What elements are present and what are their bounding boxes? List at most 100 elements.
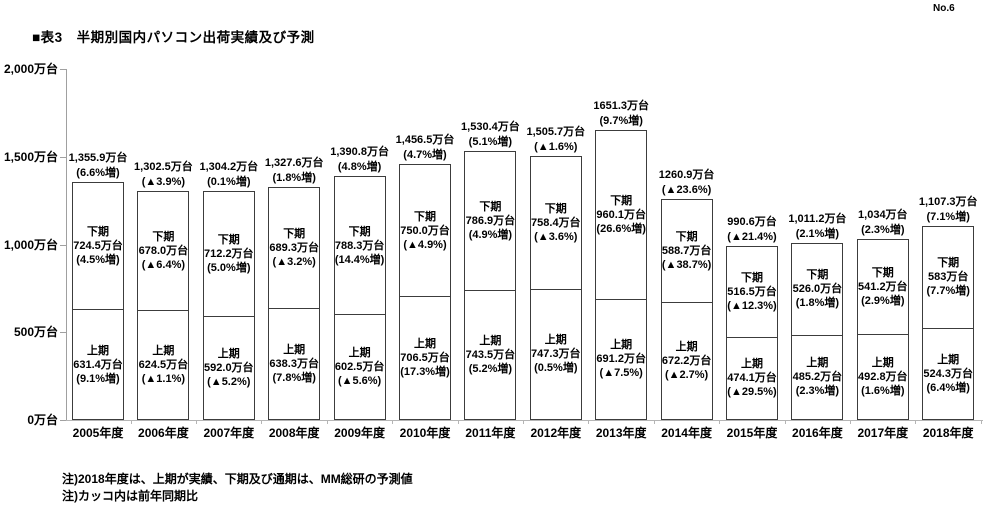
segment-value-label: 492.8万台: [858, 370, 908, 383]
segment-period-label: 下期: [675, 230, 698, 243]
total-value-label: 1651.3万台: [593, 100, 650, 113]
segment-period-label: 下期: [610, 194, 633, 207]
total-value-label: 1,034万台: [858, 208, 908, 221]
total-change-label: (▲1.6%): [534, 140, 578, 153]
bar-total-label: 1,034万台 (2.3%増): [858, 208, 908, 238]
x-axis-label: 2010年度: [399, 426, 451, 440]
x-axis-label: 2017年度: [857, 426, 909, 440]
segment-change-label: (5.2%増): [468, 362, 513, 375]
x-axis-tick: [849, 420, 851, 424]
segment-change-label: (7.7%増): [926, 285, 970, 298]
segment-change-label: (7.8%増): [272, 371, 316, 384]
segment-value-label: 485.2万台: [792, 371, 843, 384]
x-axis-tick: [130, 420, 132, 424]
total-value-label: 1,390.8万台: [330, 145, 389, 158]
segment-value-label: 788.3万台: [334, 239, 385, 252]
segment-period-label: 上期: [87, 344, 109, 357]
total-change-label: (0.1%増): [207, 176, 251, 189]
segment-value-label: 602.5万台: [334, 361, 385, 374]
y-axis-tick-label: 1,000万台: [3, 237, 58, 252]
page-number: No.6: [933, 3, 955, 14]
segment-period-label: 上期: [871, 356, 894, 369]
segment-value-label: 583万台: [928, 271, 969, 284]
bar-2017年度: 下期 541.2万台 (2.9%増) 上期 492.8万台 (1.6%増): [856, 238, 909, 420]
segment-value-label: 526.0万台: [792, 283, 843, 296]
bar-2016年度: 下期 526.0万台 (1.8%増) 上期 485.2万台 (2.3%増): [791, 242, 844, 420]
segment-change-label: (26.6%増): [596, 222, 646, 235]
y-axis-line: [66, 69, 67, 420]
segment-value-label: 960.1万台: [596, 208, 646, 221]
second-half-segment: 下期 788.3万台 (14.4%増): [334, 177, 385, 316]
segment-period-label: 上期: [675, 341, 698, 353]
total-change-label: (9.7%増): [599, 115, 643, 128]
segment-period-label: 下期: [348, 225, 371, 238]
y-axis-tick-label: 500万台: [13, 325, 58, 340]
total-value-label: 1,302.5万台: [134, 161, 193, 174]
segment-value-label: 638.3万台: [269, 357, 319, 370]
bar-2006年度: 下期 678.0万台 (▲6.4%) 上期 624.5万台 (▲1.1%): [137, 191, 190, 420]
total-value-label: 1,327.6万台: [264, 157, 324, 169]
segment-change-label: (9.1%増): [76, 372, 120, 385]
total-change-label: (4.8%増): [337, 160, 382, 173]
total-change-label: (▲23.6%): [661, 183, 712, 196]
first-half-segment: 上期 474.1万台 (▲29.5%): [727, 338, 777, 419]
segment-value-label: 541.2万台: [858, 280, 908, 293]
x-axis-tick: [392, 420, 394, 424]
x-axis-label: 2015年度: [726, 426, 778, 440]
total-change-label: (5.1%増): [468, 136, 513, 149]
segment-change-label: (▲12.3%): [727, 299, 777, 312]
x-axis-tick: [915, 420, 917, 424]
segment-change-label: (5.0%増): [207, 262, 251, 275]
x-axis-label: 2013年度: [595, 426, 647, 440]
segment-value-label: 758.4万台: [531, 216, 581, 229]
y-axis-tick: [60, 332, 66, 334]
total-value-label: 990.6万台: [727, 216, 777, 229]
first-half-segment: 上期 524.3万台 (6.4%増): [923, 329, 973, 419]
segment-period-label: 下期: [87, 226, 109, 239]
x-axis-tick: [719, 420, 721, 424]
second-half-segment: 下期 678.0万台 (▲6.4%): [138, 192, 189, 312]
segment-change-label: (2.9%増): [861, 294, 905, 307]
bar-total-label: 1,302.5万台 (▲3.9%): [134, 160, 193, 190]
bar-total-label: 1,327.6万台 (1.8%増): [265, 156, 324, 186]
segment-change-label: (▲3.6%): [534, 230, 578, 243]
second-half-segment: 下期 588.7万台 (▲38.7%): [661, 200, 712, 304]
segment-period-label: 上期: [217, 348, 240, 361]
x-axis-tick: [784, 420, 786, 424]
total-value-label: 1,505.7万台: [526, 125, 586, 138]
total-value-label: 1,456.5万台: [395, 134, 455, 147]
second-half-segment: 下期 583万台 (7.7%増): [923, 227, 974, 329]
x-axis-label: 2014年度: [661, 426, 712, 440]
segment-change-label: (▲6.4%): [141, 259, 186, 272]
segment-change-label: (▲5.2%): [207, 376, 251, 389]
bar-total-label: 1,530.4万台 (5.1%増): [461, 120, 520, 150]
segment-value-label: 750.0万台: [400, 224, 450, 237]
bar-total-label: 1,505.7万台 (▲1.6%): [526, 125, 585, 155]
second-half-segment: 下期 712.2万台 (5.0%増): [203, 192, 254, 318]
segment-change-label: (▲7.5%): [599, 367, 643, 380]
second-half-segment: 下期 960.1万台 (26.6%増): [596, 131, 647, 300]
segment-change-label: (4.9%増): [468, 228, 513, 241]
second-half-segment: 下期 786.9万台 (4.9%増): [465, 152, 516, 291]
y-axis-tick: [60, 244, 66, 246]
x-axis-tick: [522, 420, 524, 424]
segment-value-label: 672.2万台: [661, 355, 712, 367]
total-value-label: 1,530.4万台: [461, 121, 520, 134]
x-axis-label: 2011年度: [465, 426, 516, 440]
segment-change-label: (▲29.5%): [727, 386, 777, 399]
bar-2005年度: 下期 724.5万台 (4.5%増) 上期 631.4万台 (9.1%増): [72, 182, 124, 420]
segment-change-label: (4.5%増): [76, 254, 120, 267]
bar-total-label: 1,107.3万台 (7.1%増): [919, 195, 978, 225]
x-axis-label: 2012年度: [530, 426, 582, 440]
segment-change-label: (2.3%増): [795, 385, 840, 398]
segment-value-label: 689.3万台: [269, 241, 319, 254]
bar-2010年度: 下期 750.0万台 (▲4.9%) 上期 706.5万台 (17.3%増): [399, 164, 451, 420]
bar-2012年度: 下期 758.4万台 (▲3.6%) 上期 747.3万台 (0.5%増): [529, 155, 582, 420]
bar-2018年度: 下期 583万台 (7.7%増) 上期 524.3万台 (6.4%増): [922, 225, 975, 420]
bar-total-label: 990.6万台 (▲21.4%): [727, 215, 777, 245]
x-axis-label: 2006年度: [138, 426, 189, 440]
total-value-label: 1,304.2万台: [199, 161, 259, 174]
total-value-label: 1,355.9万台: [68, 152, 128, 165]
bar-total-label: 1,011.2万台 (2.1%増): [788, 212, 846, 242]
